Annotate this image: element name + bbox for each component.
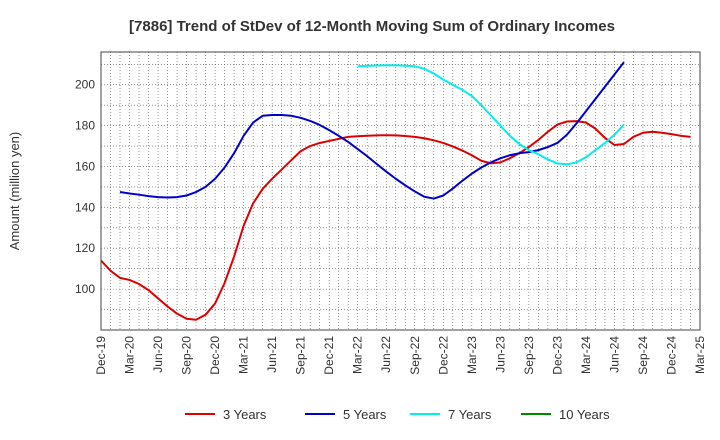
x-tick-label: Mar-24 — [579, 336, 593, 374]
x-tick-label: Dec-23 — [550, 336, 564, 375]
y-tick-label: 160 — [75, 159, 95, 173]
legend-label: 10 Years — [559, 407, 610, 422]
x-tick-label: Sep-22 — [408, 336, 422, 375]
x-tick-labels: Dec-19 Mar-20 Jun-20 Sep-20 Dec-20 Mar-21 Jun-… — [94, 336, 707, 375]
y-tick-label: 100 — [75, 282, 95, 296]
series-lines — [100, 61, 691, 321]
x-tick-label: Sep-24 — [636, 336, 650, 375]
x-tick-label: Mar-22 — [351, 336, 365, 374]
legend-label: 3 Years — [223, 407, 267, 422]
x-tick-label: Jun-22 — [379, 336, 393, 373]
x-tick-label: Sep-20 — [180, 336, 194, 375]
plot-frame — [100, 51, 701, 331]
y-tick-label: 200 — [75, 78, 95, 92]
x-tick-label: Jun-20 — [151, 336, 165, 373]
legend-label: 7 Years — [448, 407, 492, 422]
chart-title: [7886] Trend of StDev of 12-Month Moving… — [129, 18, 615, 35]
grid-lines — [101, 52, 700, 330]
series-line-7-years — [357, 64, 625, 166]
x-tick-label: Sep-21 — [294, 336, 308, 375]
series-line-5-years — [119, 61, 625, 200]
x-tick-label: Mar-20 — [123, 336, 137, 374]
x-tick-label: Sep-23 — [522, 336, 536, 375]
y-tick-label: 140 — [75, 200, 95, 214]
x-tick-label: Jun-21 — [265, 336, 279, 373]
x-tick-label: Jun-24 — [607, 336, 621, 373]
x-tick-label: Mar-23 — [465, 336, 479, 374]
x-tick-label: Dec-21 — [322, 336, 336, 375]
x-tick-label: Dec-19 — [94, 336, 108, 375]
legend-label: 5 Years — [343, 407, 387, 422]
x-tick-label: Dec-24 — [664, 336, 678, 375]
x-tick-label: Mar-25 — [693, 336, 707, 374]
x-tick-label: Dec-20 — [208, 336, 222, 375]
x-tick-label: Dec-22 — [436, 336, 450, 375]
y-tick-labels: 100 120 140 160 180 200 — [75, 78, 95, 296]
y-tick-label: 120 — [75, 241, 95, 255]
series-line-3-years — [100, 120, 691, 321]
legend: 3 Years 5 Years 7 Years 10 Years — [185, 407, 610, 422]
x-tick-label: Mar-21 — [237, 336, 251, 374]
y-axis-label: Amount (million yen) — [7, 132, 22, 251]
x-tick-label: Jun-23 — [493, 336, 507, 373]
y-tick-label: 180 — [75, 119, 95, 133]
